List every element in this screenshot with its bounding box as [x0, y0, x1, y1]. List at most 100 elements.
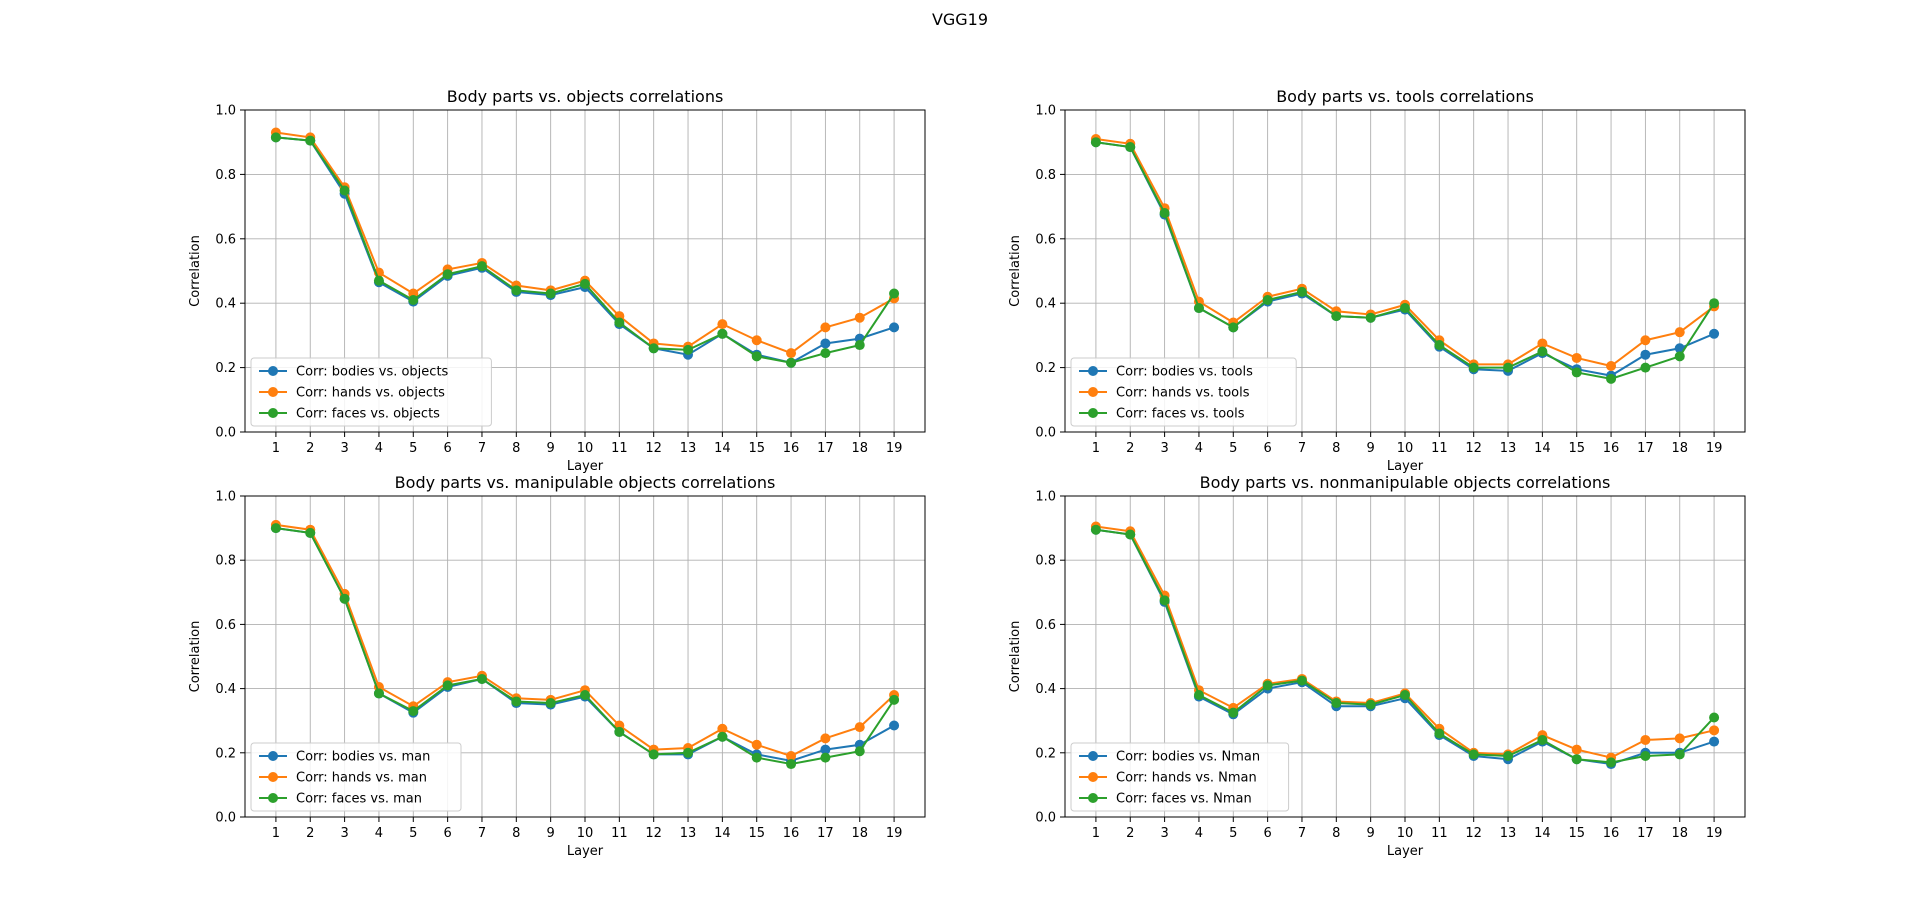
legend-box [250, 357, 492, 427]
chart-title: Body parts vs. tools correlations [1276, 87, 1534, 106]
x-tick-label: 18 [1671, 441, 1688, 456]
x-tick-label: 11 [1431, 826, 1448, 841]
data-point [889, 694, 900, 705]
data-point [751, 335, 762, 346]
y-tick-label: 0.8 [215, 168, 236, 183]
x-tick-label: 5 [1229, 826, 1237, 841]
data-point [683, 747, 694, 758]
data-point [1709, 712, 1720, 723]
x-tick-label: 19 [886, 441, 903, 456]
data-point [1331, 698, 1342, 709]
y-tick-label: 0.2 [1035, 746, 1056, 761]
data-point [511, 696, 522, 707]
data-point [1090, 524, 1101, 535]
data-point [1571, 367, 1582, 378]
chart-panel-3: 1 2 3 4 5 6 7 8 9 10 11 12 13 14 15 16 17 18 190.00.20.40.… [188, 473, 926, 859]
x-tick-label: 11 [1431, 441, 1448, 456]
x-tick-label: 8 [1332, 826, 1340, 841]
legend-label: Corr: hands vs. objects [296, 386, 445, 401]
data-point [1674, 749, 1685, 760]
legend-marker [268, 387, 278, 397]
data-point [1400, 303, 1410, 314]
data-point [1571, 744, 1582, 755]
legend-label: Corr: bodies vs. tools [1116, 365, 1253, 380]
legend-marker [1088, 751, 1098, 761]
x-tick-label: 17 [817, 441, 834, 456]
legend: Corr: bodies vs. man Corr: hands vs. man C… [250, 742, 462, 812]
data-point [1262, 294, 1273, 305]
y-tick-label: 0.2 [1035, 361, 1056, 376]
data-point [1193, 303, 1204, 314]
legend-box [1070, 357, 1297, 427]
data-point [373, 688, 384, 699]
x-tick-label: 3 [1160, 441, 1168, 456]
x-tick-label: 15 [748, 441, 765, 456]
y-tick-label: 0.8 [215, 554, 236, 569]
data-point [820, 733, 831, 744]
legend-label: Corr: faces vs. tools [1116, 407, 1245, 422]
x-tick-label: 11 [611, 826, 628, 841]
x-tick-label: 4 [1195, 826, 1203, 841]
x-tick-label: 14 [1534, 826, 1551, 841]
x-tick-label: 3 [1160, 826, 1168, 841]
x-tick-label: 6 [1263, 441, 1271, 456]
y-tick-label: 0.4 [215, 682, 236, 697]
y-tick-label: 0.4 [215, 297, 236, 312]
legend-label: Corr: hands vs. tools [1116, 386, 1250, 401]
x-tick-label: 8 [512, 441, 520, 456]
data-point [854, 340, 865, 351]
x-tick-label: 7 [1298, 826, 1306, 841]
data-point [305, 527, 316, 538]
data-point [820, 348, 831, 359]
data-point [1125, 142, 1136, 153]
x-axis-label: Layer [567, 844, 604, 859]
x-tick-label: 2 [306, 441, 314, 456]
x-tick-label: 9 [1367, 826, 1375, 841]
x-tick-label: 6 [443, 826, 451, 841]
x-tick-label: 5 [409, 826, 417, 841]
data-point [1193, 690, 1204, 701]
data-point [270, 132, 281, 143]
legend-marker [1088, 387, 1098, 397]
data-point [476, 673, 487, 684]
plot-frame [244, 109, 926, 433]
y-tick-label: 0.0 [215, 426, 236, 441]
legend-label: Corr: hands vs. Nman [1116, 771, 1257, 786]
data-point [1296, 286, 1307, 297]
legend-marker [268, 793, 278, 803]
x-tick-label: 7 [478, 826, 486, 841]
y-tick-label: 0.0 [1035, 426, 1056, 441]
x-tick-label: 16 [1603, 826, 1620, 841]
data-point [889, 322, 900, 333]
data-point [717, 723, 728, 734]
x-tick-label: 14 [1534, 441, 1551, 456]
x-tick-label: 13 [1500, 826, 1517, 841]
x-tick-label: 10 [1397, 441, 1414, 456]
x-tick-label: 6 [443, 441, 451, 456]
y-tick-label: 0.6 [1035, 232, 1056, 247]
x-tick-label: 19 [1706, 441, 1723, 456]
x-tick-label: 1 [272, 826, 280, 841]
x-tick-label: 15 [748, 826, 765, 841]
y-tick-label: 0.0 [215, 811, 236, 826]
data-point [1640, 362, 1651, 373]
y-tick-label: 0.6 [215, 232, 236, 247]
x-tick-label: 10 [577, 826, 594, 841]
x-tick-label: 3 [340, 441, 348, 456]
data-point [408, 294, 419, 305]
data-point [1674, 733, 1685, 744]
data-point [1640, 335, 1651, 346]
y-tick-label: 0.4 [1035, 297, 1056, 312]
x-tick-label: 15 [1568, 441, 1585, 456]
x-tick-label: 9 [1367, 441, 1375, 456]
chart-panel-1: 1 2 3 4 5 6 7 8 9 10 11 12 13 14 15 16 17 18 190.00.20.40.… [188, 87, 926, 474]
x-tick-label: 6 [1263, 826, 1271, 841]
x-axis-label: Layer [1387, 459, 1424, 474]
legend-box [1070, 742, 1290, 812]
legend-label: Corr: bodies vs. objects [296, 365, 449, 380]
y-tick-label: 1.0 [215, 104, 236, 119]
x-tick-label: 12 [1465, 441, 1482, 456]
plot-frame [1064, 495, 1746, 818]
x-tick-label: 3 [340, 826, 348, 841]
legend-marker [268, 772, 278, 782]
